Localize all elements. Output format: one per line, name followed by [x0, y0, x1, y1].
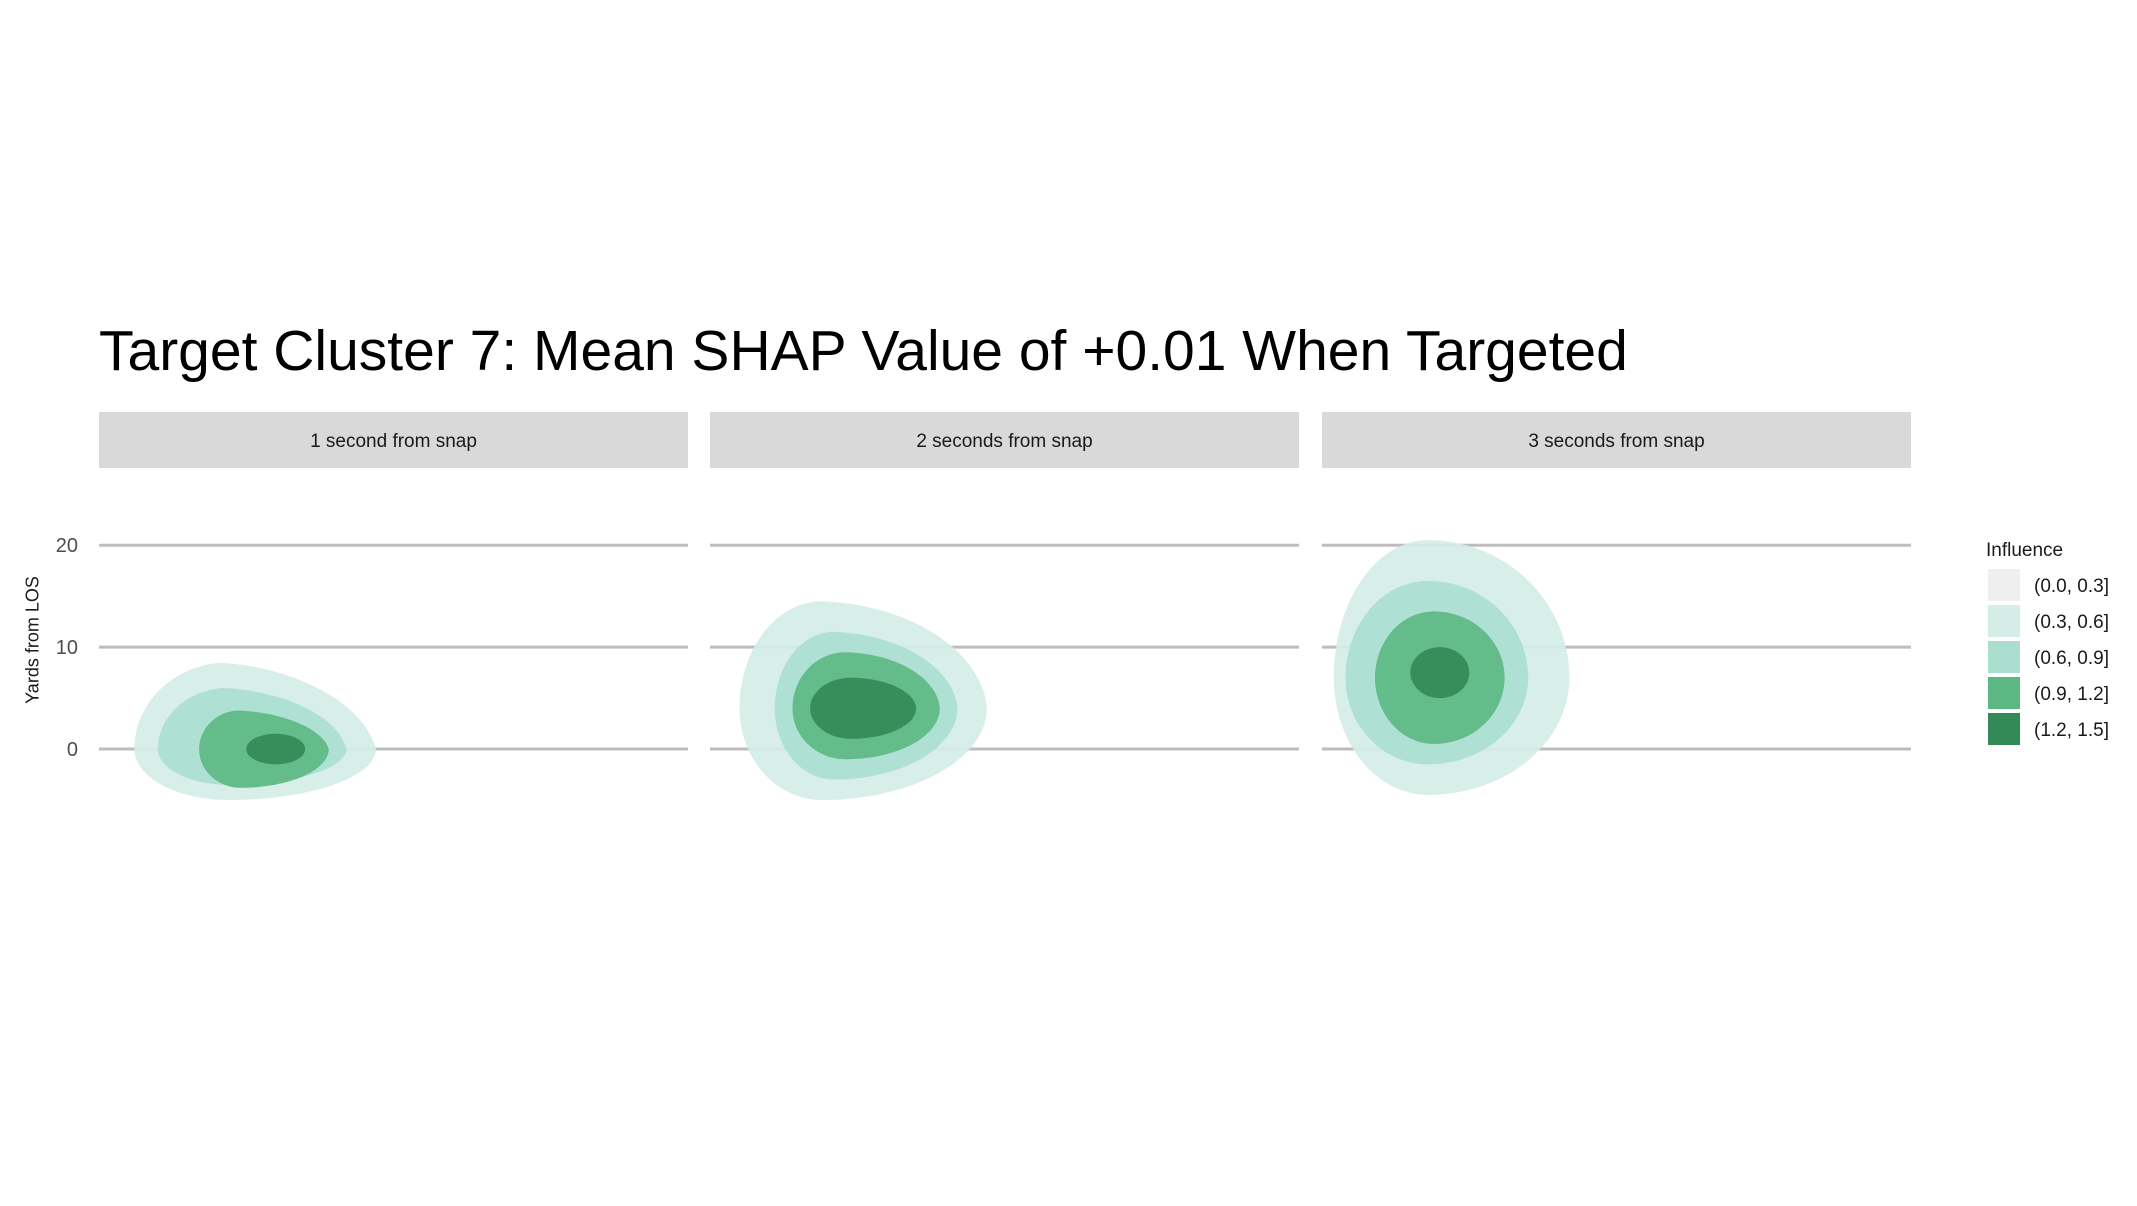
legend-label: (0.0, 0.3] — [2034, 576, 2109, 597]
legend-label: (0.6, 0.9] — [2034, 648, 2109, 669]
y-tick-label: 20 — [56, 535, 78, 557]
facet-strip — [99, 412, 688, 468]
density-contours — [134, 662, 376, 800]
y-axis-ticks: 0 10 20 — [56, 535, 78, 761]
y-tick-label: 0 — [67, 739, 78, 761]
legend-swatch — [1988, 641, 2020, 673]
legend-swatch — [1988, 605, 2020, 637]
legend-swatch — [1988, 713, 2020, 745]
density-contours — [1333, 540, 1570, 795]
legend-item: (0.9, 1.2] — [1988, 677, 2109, 709]
legend-item: (0.6, 0.9] — [1988, 641, 2109, 673]
facet-panel: 2 seconds from snap — [710, 412, 1299, 800]
facet-strip-label: 1 second from snap — [310, 431, 477, 452]
legend-label: (1.2, 1.5] — [2034, 720, 2109, 741]
facet-strip-label: 2 seconds from snap — [916, 431, 1092, 452]
panels: 1 second from snap 2 seconds from snap 3 s… — [99, 412, 1911, 800]
legend-item: (0.0, 0.3] — [1988, 569, 2109, 601]
y-tick-label: 10 — [56, 637, 78, 659]
legend-label: (0.3, 0.6] — [2034, 612, 2109, 633]
legend-label: (0.9, 1.2] — [2034, 684, 2109, 705]
legend-item: (1.2, 1.5] — [1988, 713, 2109, 745]
contour-band — [810, 677, 917, 739]
legend-swatch — [1988, 569, 2020, 601]
facet-strip-label: 3 seconds from snap — [1528, 431, 1704, 452]
legend-item: (0.3, 0.6] — [1988, 605, 2109, 637]
legend-title: Influence — [1986, 540, 2063, 561]
legend: Influence (0.0, 0.3] (0.3, 0.6] (0.6, 0.9] (… — [1986, 540, 2109, 745]
facet-strip — [1322, 412, 1911, 468]
legend-swatch — [1988, 677, 2020, 709]
contour-band — [1410, 647, 1470, 699]
density-contours — [739, 601, 987, 800]
facet-strip — [710, 412, 1299, 468]
facet-panel: 3 seconds from snap — [1322, 412, 1911, 795]
contour-band — [246, 733, 306, 765]
chart-title: Target Cluster 7: Mean SHAP Value of +0.… — [99, 319, 1628, 383]
facet-panel: 1 second from snap — [99, 412, 688, 800]
